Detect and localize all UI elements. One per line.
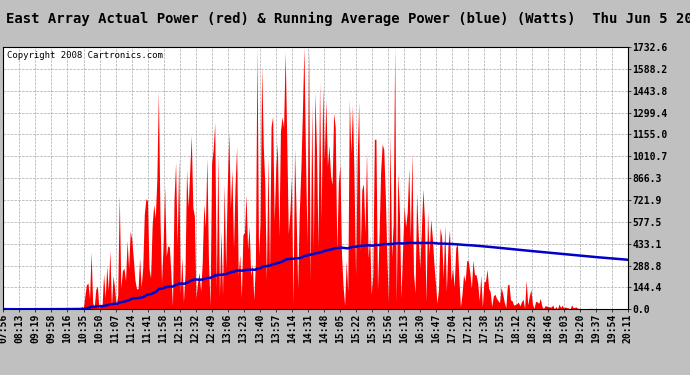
Text: Copyright 2008 Cartronics.com: Copyright 2008 Cartronics.com: [7, 51, 162, 60]
Text: East Array Actual Power (red) & Running Average Power (blue) (Watts)  Thu Jun 5 : East Array Actual Power (red) & Running …: [6, 12, 690, 26]
